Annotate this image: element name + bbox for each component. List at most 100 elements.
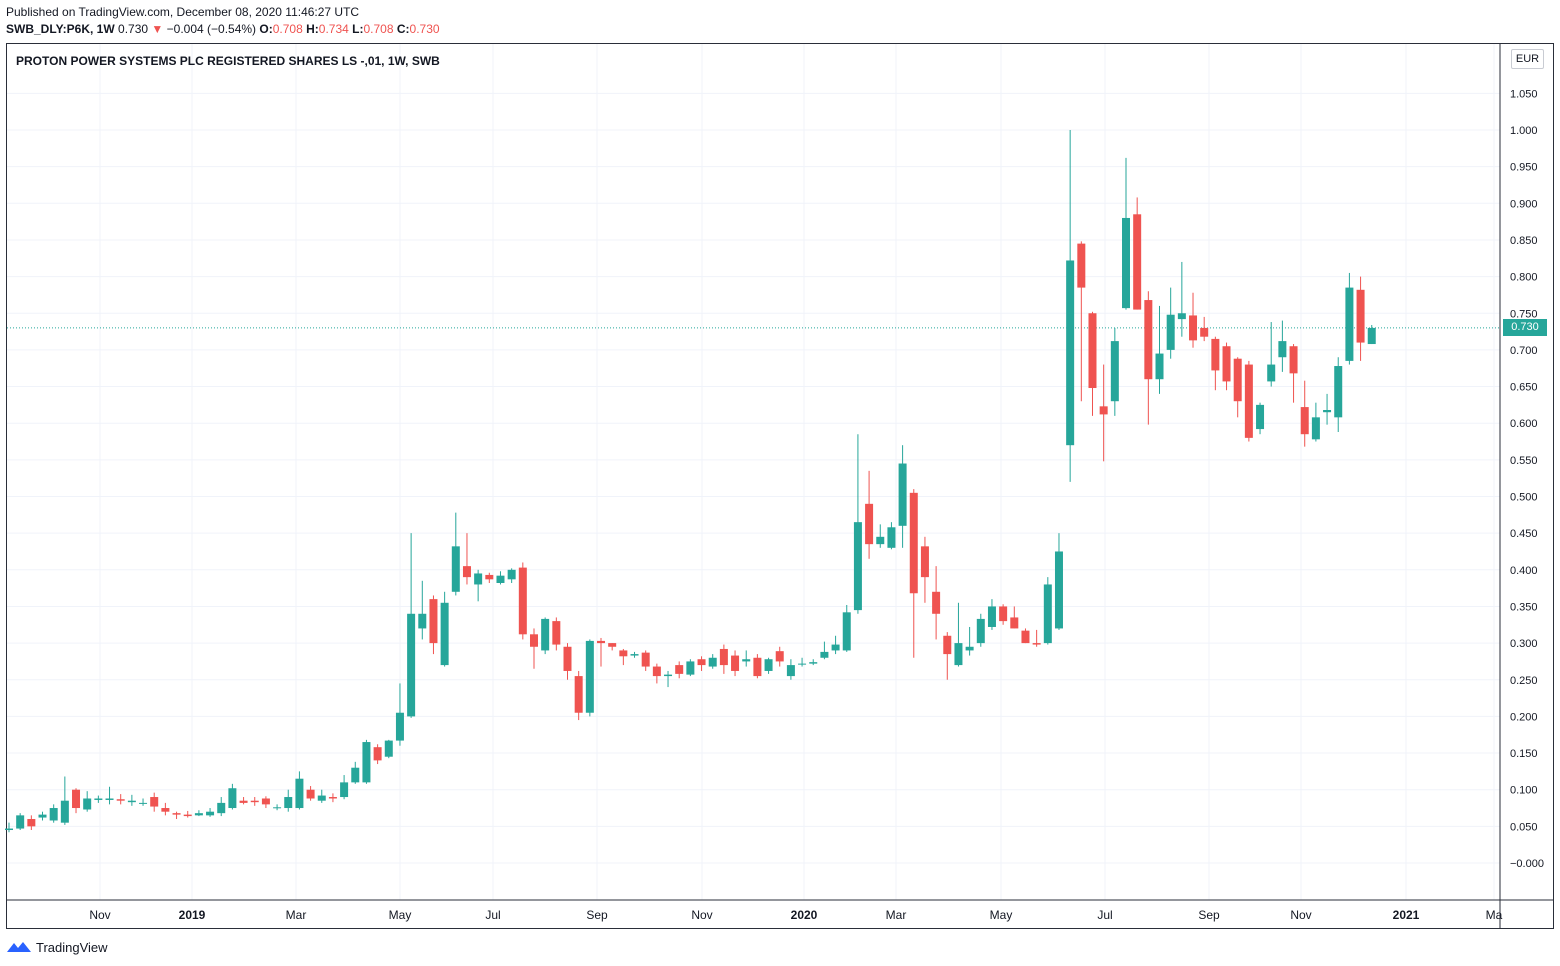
candle-body xyxy=(831,644,840,651)
candle-body xyxy=(1233,358,1242,402)
y-tick-label: 0.350 xyxy=(1510,601,1538,613)
candle-body xyxy=(675,665,684,674)
candle-body xyxy=(1345,287,1354,361)
candle-body xyxy=(72,789,81,809)
y-tick-label: 0.200 xyxy=(1510,711,1538,723)
candle-body xyxy=(49,808,58,821)
candle-body xyxy=(127,800,136,803)
candle-body xyxy=(987,606,996,627)
tradingview-logo-icon xyxy=(7,942,31,952)
candle-body xyxy=(608,643,617,647)
candle-body xyxy=(94,798,103,800)
y-tick-label: 0.800 xyxy=(1510,272,1538,284)
candle-body xyxy=(1222,346,1231,382)
candle-body xyxy=(161,808,170,812)
change-value: −0.004 (−0.54%) xyxy=(166,22,257,36)
candle-body xyxy=(965,646,974,651)
candle-body xyxy=(1189,315,1198,341)
y-tick-label: 0.650 xyxy=(1510,382,1538,394)
candle-body xyxy=(239,800,248,803)
y-tick-label: 0.550 xyxy=(1510,455,1538,467)
candle-body xyxy=(932,591,941,614)
candle-body xyxy=(1356,289,1365,343)
candle-body xyxy=(429,599,438,644)
candle-body xyxy=(261,798,270,805)
candle-body xyxy=(328,797,337,799)
candle-body xyxy=(865,503,874,545)
candle-body xyxy=(284,797,293,809)
x-tick-label: Jul xyxy=(1097,908,1112,922)
low-value: 0.708 xyxy=(363,22,394,36)
candle-body xyxy=(552,621,561,645)
x-tick-label: Mar xyxy=(886,908,907,922)
close-value: 0.730 xyxy=(409,22,440,36)
candle-body xyxy=(1367,327,1376,345)
candle-body xyxy=(541,618,550,651)
candle-body xyxy=(496,575,505,583)
last-price-label: 0.730 xyxy=(1503,319,1547,337)
candle-body xyxy=(1054,551,1063,629)
candle-body xyxy=(664,674,673,677)
x-tick-label: Nov xyxy=(89,908,110,922)
last-value: 0.730 xyxy=(118,22,149,36)
candle-body xyxy=(139,802,148,804)
candle-body xyxy=(351,767,360,783)
candle-body xyxy=(1166,314,1175,350)
x-tick-label: May xyxy=(990,908,1013,922)
candle-body xyxy=(731,655,740,671)
candle-body xyxy=(306,789,315,799)
candle-body xyxy=(686,661,695,675)
y-tick-label: 0.950 xyxy=(1510,162,1538,174)
candle-body xyxy=(183,814,192,817)
candle-body xyxy=(775,651,784,662)
x-tick-label: 2020 xyxy=(791,908,818,922)
low-label: L: xyxy=(352,22,364,36)
y-tick-label: 0.500 xyxy=(1510,492,1538,504)
high-label: H: xyxy=(306,22,319,36)
footer-brand: TradingView xyxy=(36,939,108,955)
candle-body xyxy=(1099,406,1108,415)
candle-body xyxy=(943,635,952,655)
chart-title: PROTON POWER SYSTEMS PLC REGISTERED SHAR… xyxy=(16,54,440,68)
candle-body xyxy=(395,712,404,741)
y-tick-label: 0.700 xyxy=(1510,345,1538,357)
y-tick-label: 0.050 xyxy=(1510,821,1538,833)
candle-body xyxy=(876,536,885,545)
candle-body xyxy=(853,522,862,611)
x-tick-label: Jul xyxy=(485,908,500,922)
y-tick-label: 1.000 xyxy=(1510,125,1538,137)
ohlc-legend: SWB_DLY:P6K, 1W 0.730 ▼ −0.004 (−0.54%) … xyxy=(6,22,440,36)
open-value: 0.708 xyxy=(272,22,303,36)
candle-body xyxy=(954,643,963,666)
candle-body xyxy=(708,657,717,667)
candle-body xyxy=(742,659,751,662)
currency-badge[interactable]: EUR xyxy=(1511,49,1544,69)
y-tick-label: 0.600 xyxy=(1510,418,1538,430)
candle-body xyxy=(228,788,237,809)
candle-body xyxy=(172,813,181,815)
candle-body xyxy=(999,606,1008,622)
candle-body xyxy=(150,797,159,807)
chart-frame[interactable] xyxy=(6,43,1554,929)
candle-body xyxy=(652,666,661,677)
x-tick-label: May xyxy=(389,908,412,922)
candle-body xyxy=(1267,364,1276,382)
candle-body xyxy=(786,665,795,677)
candle-body xyxy=(507,569,516,580)
y-tick-label: 0.450 xyxy=(1510,528,1538,540)
candle-body xyxy=(1334,366,1343,418)
candle-body xyxy=(641,652,650,667)
candle-body xyxy=(1323,410,1332,413)
symbol-label: SWB_DLY:P6K, 1W xyxy=(6,22,115,36)
candle-body xyxy=(362,742,371,783)
candle-body xyxy=(820,651,829,658)
y-tick-label: 0.850 xyxy=(1510,235,1538,247)
x-tick-label: Mar xyxy=(286,908,307,922)
y-tick-label: 0.400 xyxy=(1510,565,1538,577)
y-tick-label: 1.050 xyxy=(1510,88,1538,100)
candle-body xyxy=(16,815,25,829)
candle-body xyxy=(1133,214,1142,310)
candle-body xyxy=(38,814,47,818)
y-tick-label: 0.150 xyxy=(1510,748,1538,760)
